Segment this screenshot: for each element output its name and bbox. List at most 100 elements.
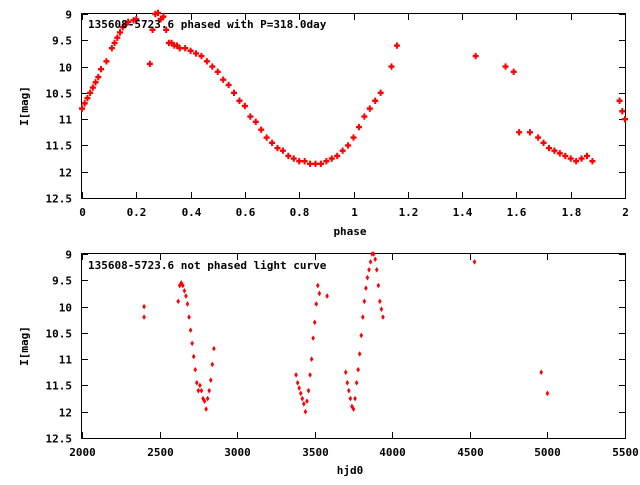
phased-data-point xyxy=(339,147,346,154)
phased-y-tick-label: 9.5 xyxy=(52,35,72,48)
unphased-y-tick-label: 9 xyxy=(65,249,72,262)
unphased-y-tick-label: 12 xyxy=(59,407,72,420)
unphased-data-point xyxy=(196,387,201,394)
unphased-data-point xyxy=(359,332,364,339)
phased-data-point xyxy=(193,50,200,57)
unphased-x-tick-label: 3000 xyxy=(224,446,251,459)
phased-data-point xyxy=(203,58,210,65)
unphased-data-point xyxy=(345,380,350,386)
unphased-data-point xyxy=(312,319,317,326)
phased-y-axis-label: I[mag] xyxy=(18,86,31,126)
unphased-data-point xyxy=(368,259,373,265)
phased-data-point xyxy=(81,100,88,107)
phased-data-point xyxy=(176,44,183,52)
unphased-x-tick-label: 2500 xyxy=(147,446,174,459)
unphased-data-point xyxy=(374,266,379,273)
phased-data-point xyxy=(328,155,335,162)
phased-data-point xyxy=(578,155,585,162)
phased-data-point xyxy=(279,147,286,154)
unphased-data-point xyxy=(188,327,193,334)
phased-data-point xyxy=(247,113,254,120)
phased-data-point xyxy=(290,155,297,162)
phased-data-point xyxy=(157,16,164,23)
unphased-chart: 9 9.5 10 10.5 11 11.5 12 12.5 2000 2500 3000 3500 4… xyxy=(18,249,639,478)
phased-data-point xyxy=(236,97,243,104)
phased-x-tick-label: 1.2 xyxy=(399,206,419,219)
unphased-y-tick-label: 12.5 xyxy=(46,433,73,446)
phased-data-point xyxy=(472,52,479,60)
phased-data-point xyxy=(345,142,352,149)
unphased-data-point xyxy=(378,298,382,305)
unphased-data-point xyxy=(181,282,185,289)
unphased-data-point xyxy=(325,293,329,299)
unphased-data-point xyxy=(190,340,194,347)
phased-data-point xyxy=(263,134,270,141)
unphased-data-point xyxy=(212,345,216,352)
phased-data-point xyxy=(160,13,167,20)
phased-data-point xyxy=(92,79,99,86)
unphased-data-points xyxy=(142,251,550,415)
phased-x-tick-label: 1.6 xyxy=(507,206,527,219)
unphased-data-point xyxy=(314,301,319,307)
phased-x-tick-label: 0.8 xyxy=(290,206,310,219)
unphased-data-point xyxy=(201,395,205,402)
phased-data-point xyxy=(231,89,238,97)
phased-data-point xyxy=(111,39,118,47)
unphased-data-point xyxy=(298,390,303,397)
unphased-y-axis-label: I[mag] xyxy=(18,326,31,366)
phased-data-point xyxy=(174,42,181,49)
unphased-data-point xyxy=(179,280,184,286)
unphased-data-point xyxy=(317,290,322,297)
unphased-data-point xyxy=(343,369,348,376)
phased-data-point xyxy=(146,60,153,68)
unphased-data-point xyxy=(202,398,207,404)
phased-x-tick-label: 0.6 xyxy=(236,206,256,219)
unphased-y-tick-label: 10.5 xyxy=(46,328,73,341)
phased-x-tick-label: 1.4 xyxy=(453,206,473,219)
unphased-data-point xyxy=(347,387,351,394)
phased-data-point xyxy=(89,84,96,91)
unphased-data-point xyxy=(306,387,311,394)
phased-data-point xyxy=(589,158,596,165)
phased-data-point xyxy=(79,105,85,112)
unphased-data-point xyxy=(309,356,314,362)
phased-data-point xyxy=(119,23,126,31)
unphased-data-point xyxy=(365,274,370,281)
phased-x-tick-label: 0.4 xyxy=(182,206,202,219)
unphased-data-point xyxy=(373,256,378,263)
unphased-data-point xyxy=(348,395,353,402)
phased-data-point xyxy=(350,134,357,141)
unphased-data-point xyxy=(472,259,477,265)
unphased-data-point xyxy=(545,390,550,397)
unphased-x-tick-label: 4500 xyxy=(457,446,484,459)
phased-data-point xyxy=(117,29,124,36)
phased-data-point xyxy=(187,47,194,54)
unphased-x-tick-label: 5500 xyxy=(612,446,639,459)
unphased-data-point xyxy=(371,251,376,257)
unphased-data-point xyxy=(207,387,212,394)
phased-x-tick-label: 0 xyxy=(79,206,86,219)
unphased-data-point xyxy=(191,353,196,360)
phased-data-point xyxy=(551,147,558,154)
unphased-y-tick-label: 9.5 xyxy=(52,275,72,288)
phased-data-point xyxy=(149,26,156,33)
phased-data-point xyxy=(334,152,341,160)
phased-y-tick-label: 9 xyxy=(65,9,72,22)
unphased-data-point xyxy=(356,366,360,373)
phased-data-point xyxy=(258,126,265,133)
phased-data-point xyxy=(296,158,303,165)
unphased-data-point xyxy=(354,380,359,386)
phased-data-point xyxy=(616,97,623,104)
phased-data-point xyxy=(307,160,314,168)
unphased-data-point xyxy=(295,380,300,386)
unphased-data-point xyxy=(353,395,357,402)
phased-data-point xyxy=(355,123,362,131)
phased-y-tick-label: 11.5 xyxy=(46,140,73,153)
phased-y-tick-label: 12 xyxy=(59,167,72,180)
phased-data-point xyxy=(377,89,384,97)
unphased-data-point xyxy=(311,335,315,341)
unphased-data-point xyxy=(362,298,367,305)
unphased-data-point xyxy=(308,372,312,378)
phased-y-ticks: 9 9.5 10 10.5 11 11.5 12 12.5 xyxy=(46,9,625,206)
